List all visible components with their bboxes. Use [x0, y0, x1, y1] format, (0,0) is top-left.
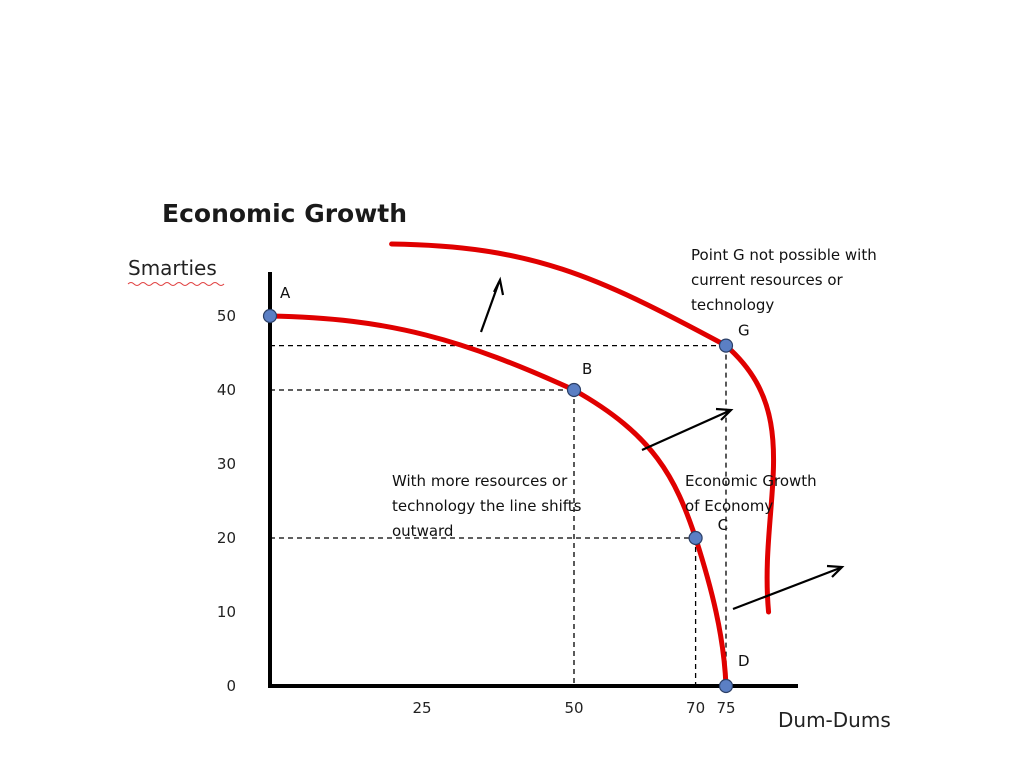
y-tick-label: 50: [217, 307, 236, 325]
guide-lines: [270, 344, 727, 686]
arrow-lower-right: [732, 566, 841, 611]
original-curve: [267, 313, 729, 689]
note-growth-line: of Economy: [685, 497, 773, 515]
point-label-c: C: [718, 516, 728, 534]
point-label-d: D: [738, 652, 750, 670]
note-g-line: Point G not possible with: [691, 246, 877, 264]
y-tick-label: 20: [217, 529, 236, 547]
point-b: [566, 382, 582, 398]
x-tick-labels: 25 50 70 75: [412, 699, 735, 717]
spellcheck-underline: [127, 282, 225, 286]
x-tick-label: 25: [412, 699, 431, 717]
point-label-b: B: [582, 360, 592, 378]
arrow-head-middle: [715, 407, 734, 421]
note-shift-line: With more resources or: [392, 472, 568, 490]
y-tick-label: 0: [226, 677, 236, 695]
x-tick-label: 75: [716, 699, 735, 717]
arrow-head-lower-right: [826, 564, 845, 578]
y-axis-title: Smarties: [128, 256, 217, 280]
point-g: [718, 338, 734, 353]
y-tick-label: 10: [217, 603, 236, 621]
chart-title: Economic Growth: [162, 199, 407, 228]
point-c: [688, 530, 703, 546]
point-label-g: G: [738, 322, 750, 340]
y-tick-label: 30: [217, 455, 236, 473]
note-growth-line: Economic Growth: [685, 472, 817, 490]
point-a: [262, 308, 278, 324]
note-g-line: current resources or: [691, 271, 844, 289]
arrow-middle: [641, 409, 730, 452]
y-tick-label: 40: [217, 381, 236, 399]
x-axis-title: Dum-Dums: [778, 708, 891, 732]
note-g-line: technology: [691, 296, 774, 314]
annotations: Point G not possible with current resourc…: [392, 246, 877, 540]
arrow-head-up-left: [493, 276, 505, 296]
shift-arrows: [479, 276, 845, 611]
x-tick-label: 70: [686, 699, 705, 717]
note-shift-line: technology the line shifts: [392, 497, 582, 515]
y-tick-labels: 0 10 20 30 40 50: [217, 307, 236, 695]
x-tick-label: 50: [564, 699, 583, 717]
points: A B C D G: [262, 284, 750, 694]
point-d: [718, 678, 734, 694]
point-label-a: A: [280, 284, 291, 302]
note-shift-line: outward: [392, 522, 453, 540]
